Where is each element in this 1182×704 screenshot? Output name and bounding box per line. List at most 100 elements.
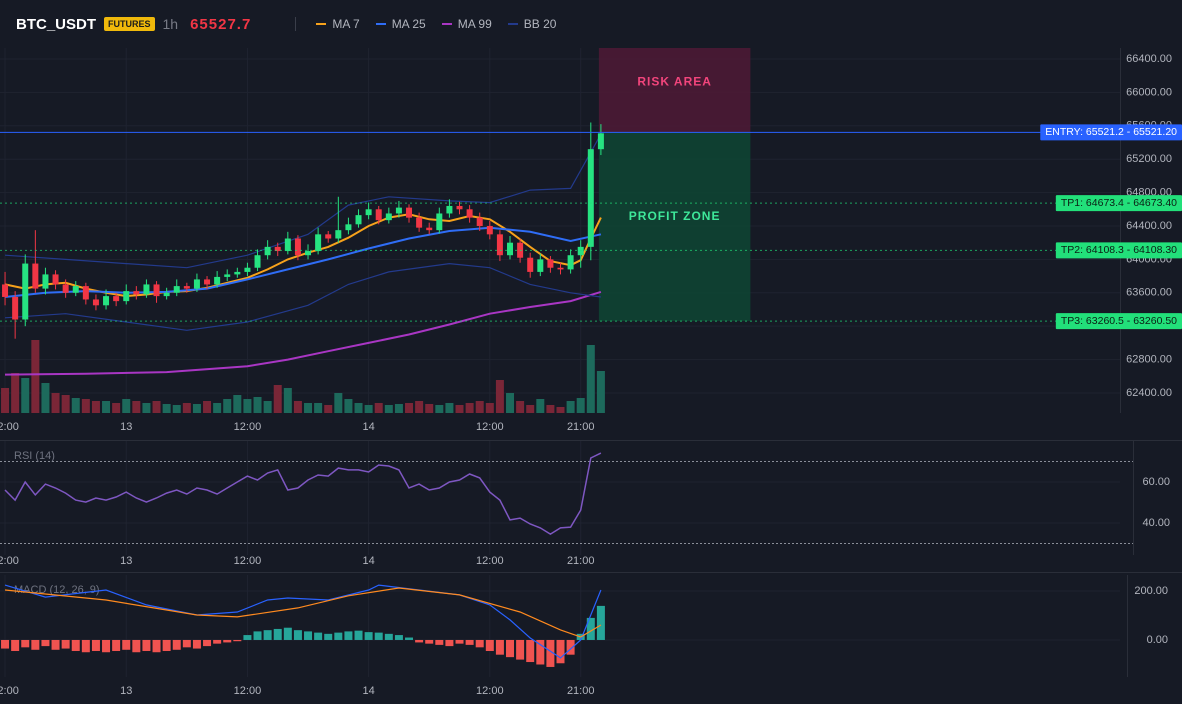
- volume-bar: [233, 395, 242, 413]
- histogram-bar: [485, 639, 494, 652]
- y-tick-label: 66000.00: [1126, 86, 1172, 98]
- volume-bar: [324, 405, 333, 413]
- candle-body: [355, 215, 362, 225]
- candle-body: [456, 205, 463, 210]
- y-tick-label: 60.00: [1142, 476, 1170, 488]
- volume-bar: [556, 407, 565, 413]
- candle-body: [284, 238, 291, 252]
- candle-body: [365, 209, 372, 216]
- histogram-bar: [566, 639, 575, 655]
- volume-bar: [516, 401, 525, 413]
- candle-body: [466, 209, 473, 218]
- histogram-bar: [435, 639, 444, 645]
- histogram-bar: [132, 639, 141, 653]
- histogram-bar: [142, 639, 151, 652]
- volume-bar: [253, 397, 262, 413]
- candle-body: [557, 267, 564, 270]
- legend-entry[interactable]: MA 25: [375, 17, 426, 31]
- histogram-bar: [465, 639, 474, 645]
- volume-bar: [455, 405, 464, 413]
- candle-body: [395, 207, 402, 214]
- x-tick-label: 21:00: [567, 555, 595, 567]
- histogram-bar: [475, 639, 484, 648]
- histogram-bar: [314, 632, 323, 640]
- market-badge: FUTURES: [104, 17, 155, 31]
- volume-bar: [223, 399, 232, 413]
- x-tick-label: 13: [120, 685, 132, 697]
- volume-bar: [243, 399, 252, 413]
- zone-label: RISK AREA: [637, 74, 712, 88]
- header: BTC_USDT FUTURES 1h 65527.7 MA 7 MA 25 MA …: [0, 0, 1182, 48]
- x-tick-label: 12:00: [234, 421, 262, 433]
- volume-bar: [273, 385, 282, 413]
- legend-swatch: [507, 23, 518, 25]
- volume-bar: [102, 401, 111, 413]
- histogram-bar: [455, 639, 464, 644]
- legend-label: BB 20: [523, 17, 557, 31]
- histogram-bar: [506, 639, 515, 658]
- panel-title: RSI (14): [14, 450, 55, 462]
- y-tick-label: 62400.00: [1126, 387, 1172, 399]
- candle-body: [163, 292, 170, 297]
- candle-body: [12, 296, 19, 320]
- y-tick-label: 63600.00: [1126, 287, 1172, 299]
- legend-entry[interactable]: MA 7: [316, 17, 360, 31]
- volume-bar: [526, 405, 535, 413]
- x-tick-label: 21:00: [567, 685, 595, 697]
- x-tick-label: 12:00: [476, 685, 504, 697]
- candle-body: [62, 284, 69, 293]
- volume-bar: [495, 380, 504, 413]
- x-tick-label: 12:00: [476, 555, 504, 567]
- candle-body: [315, 234, 322, 252]
- volume-bar: [304, 403, 313, 413]
- level-tag-label: TP2: 64108.3 - 64108.30: [1061, 244, 1177, 256]
- candle-body: [436, 213, 443, 231]
- histogram-bar: [526, 639, 535, 663]
- candle-body: [113, 296, 120, 302]
- legend-swatch: [441, 23, 452, 25]
- legend-label: MA 25: [391, 17, 426, 31]
- y-tick-label: 65200.00: [1126, 153, 1172, 165]
- volume-bar: [394, 404, 403, 413]
- panel-title: MACD (12, 26, 9): [14, 584, 100, 596]
- interval[interactable]: 1h: [162, 16, 179, 32]
- legend-swatch: [375, 23, 386, 25]
- histogram-bar: [11, 639, 20, 652]
- volume-bar: [31, 340, 40, 413]
- volume-bar: [283, 388, 292, 413]
- candle-body: [406, 207, 413, 218]
- volume-bar: [364, 405, 373, 413]
- legend-entry[interactable]: BB 20: [507, 17, 557, 31]
- candle-body: [567, 255, 574, 270]
- volume-bar: [536, 399, 545, 413]
- candle-body: [133, 291, 140, 295]
- volume-bar: [71, 398, 80, 413]
- histogram-bar: [586, 617, 595, 640]
- volume-bar: [122, 399, 131, 413]
- volume-bar: [314, 403, 323, 413]
- histogram-bar: [213, 639, 222, 644]
- histogram-bar: [536, 639, 545, 665]
- histogram-bar: [1, 639, 10, 649]
- level-tag: [1040, 124, 1182, 141]
- histogram-bar: [394, 635, 403, 640]
- histogram-bar: [152, 639, 161, 653]
- y-tick-label: 66400.00: [1126, 53, 1172, 65]
- volume-bar: [354, 403, 363, 413]
- level-tag-label: TP3: 63260.5 - 63260.50: [1061, 315, 1177, 327]
- candle-body: [173, 286, 180, 293]
- volume-bar: [263, 401, 272, 413]
- histogram-bar: [81, 639, 90, 653]
- histogram-bar: [334, 632, 343, 640]
- volume-bar: [11, 373, 20, 413]
- volume-bar: [112, 403, 121, 413]
- volume-bar: [1, 388, 10, 413]
- macd-line: [4, 584, 602, 659]
- histogram-bar: [243, 635, 252, 640]
- legend-entry[interactable]: MA 99: [441, 17, 492, 31]
- candle-body: [22, 263, 29, 320]
- volume-bar: [374, 403, 383, 413]
- histogram-bar: [556, 639, 565, 664]
